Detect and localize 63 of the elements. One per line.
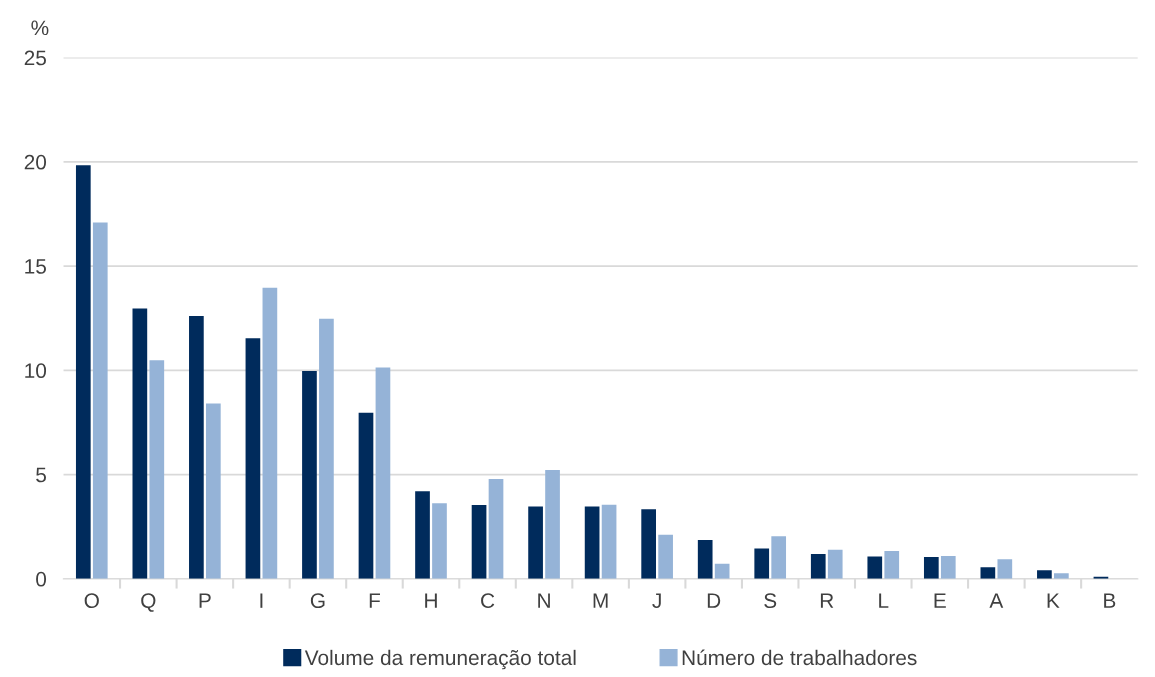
bar <box>1054 573 1069 579</box>
bar <box>658 534 673 579</box>
bar <box>827 549 843 579</box>
bar <box>488 478 504 579</box>
bar <box>980 567 996 579</box>
x-tick-label: S <box>764 593 777 609</box>
x-tick-label: P <box>199 593 211 608</box>
bar <box>375 367 391 579</box>
x-tick-label: B <box>1104 593 1116 608</box>
bar <box>528 506 543 579</box>
legend-label: Volume da remuneração total <box>304 649 576 670</box>
bar <box>884 550 900 579</box>
x-tick-label: A <box>989 593 1004 608</box>
x-tick-label: D <box>707 593 721 608</box>
x-tick-label: E <box>934 593 946 608</box>
bar <box>1037 570 1052 579</box>
bar <box>923 556 939 579</box>
bar <box>754 548 770 579</box>
bar <box>189 316 204 579</box>
x-tick-label: H <box>425 593 437 608</box>
x-tick-label: Q <box>141 593 156 612</box>
bar <box>319 318 334 579</box>
x-tick-label: N <box>538 593 550 608</box>
bar <box>358 412 374 579</box>
bar <box>584 506 600 579</box>
x-tick-label: C <box>481 593 495 609</box>
y-tick-label: 10 <box>25 363 47 379</box>
y-tick-label: 0 <box>36 571 47 587</box>
x-tick-label: R <box>820 593 834 608</box>
x-tick-label: F <box>369 593 380 608</box>
bar <box>940 555 956 579</box>
bar <box>867 556 883 579</box>
bar <box>997 559 1013 579</box>
x-tick-label: G <box>310 593 325 609</box>
x-tick-label: I <box>260 593 263 608</box>
bar <box>771 536 787 579</box>
bar <box>132 308 148 579</box>
y-axis-title: % <box>31 20 49 36</box>
x-tick-label: O <box>84 593 99 609</box>
bar <box>471 505 487 579</box>
y-tick-label: 20 <box>24 154 47 170</box>
bar <box>697 540 713 579</box>
legend-label: Número de trabalhadores <box>682 649 917 666</box>
x-tick-label: M <box>593 593 608 608</box>
bar <box>641 509 656 579</box>
bar <box>810 554 826 579</box>
bar <box>415 491 430 579</box>
y-tick-label: 15 <box>25 259 46 274</box>
bar <box>149 360 165 579</box>
x-tick-label: L <box>879 593 889 608</box>
y-tick-label: 5 <box>36 467 46 483</box>
bar <box>262 287 278 579</box>
bar <box>75 165 91 579</box>
bar <box>601 504 617 579</box>
y-tick-label: 25 <box>24 50 46 66</box>
bar <box>92 222 108 579</box>
bar <box>302 370 317 579</box>
x-tick-label: K <box>1047 593 1060 608</box>
bar <box>245 338 261 579</box>
bar <box>205 403 221 579</box>
bar <box>545 469 560 579</box>
bar <box>432 503 447 579</box>
x-tick-label: J <box>652 593 661 609</box>
